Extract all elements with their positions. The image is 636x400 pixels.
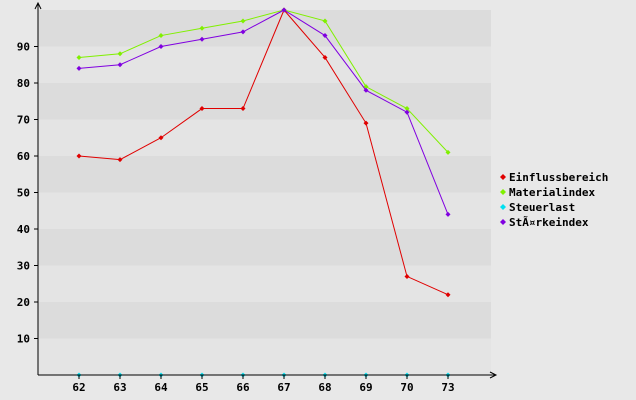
- legend-item: Steuerlast: [500, 201, 575, 214]
- legend: Einflussbereich Materialindex Steuerlast St…: [500, 171, 608, 229]
- x-tick-label: 73: [441, 381, 454, 394]
- y-axis-ticks: 10 20 30 40 50 60 70 80 90: [17, 41, 38, 346]
- plot-background-bands: [38, 10, 491, 375]
- y-tick-label: 80: [17, 77, 30, 90]
- x-tick-label: 70: [400, 381, 413, 394]
- x-tick-label: 67: [277, 381, 290, 394]
- series-line: [78, 9, 449, 215]
- x-tick-label: 69: [359, 381, 372, 394]
- y-tick-label: 60: [17, 150, 30, 163]
- x-axis-ticks: 62 63 64 65 66 67 68 69 70 73: [72, 375, 455, 394]
- data-point: [76, 54, 82, 60]
- data-point: [445, 149, 451, 155]
- data-point: [76, 65, 82, 71]
- data-point: [363, 87, 369, 93]
- legend-marker: [500, 174, 506, 180]
- grid-band: [38, 338, 491, 375]
- grid-band: [38, 156, 491, 193]
- legend-label: StÃ¤rkeindex: [509, 216, 589, 229]
- y-tick-label: 70: [17, 114, 30, 127]
- data-point: [117, 51, 123, 57]
- data-point: [404, 109, 410, 115]
- legend-marker: [500, 204, 506, 210]
- legend-label: Materialindex: [509, 186, 595, 199]
- y-tick-label: 10: [17, 333, 30, 346]
- x-tick-label: 64: [154, 381, 168, 394]
- data-point: [158, 44, 164, 49]
- grid-band: [38, 229, 491, 266]
- grid-band: [38, 192, 491, 229]
- data-point: [76, 153, 82, 159]
- grid-band: [38, 10, 491, 47]
- x-tick-label: 68: [318, 381, 331, 394]
- x-tick-label: 63: [113, 381, 126, 394]
- data-point: [445, 292, 451, 298]
- y-tick-label: 30: [17, 260, 30, 273]
- legend-label: Steuerlast: [509, 201, 575, 214]
- legend-item: Einflussbereich: [500, 171, 608, 184]
- data-point: [199, 25, 205, 31]
- data-point: [240, 18, 246, 24]
- data-point: [158, 135, 164, 141]
- legend-item: StÃ¤rkeindex: [500, 216, 589, 229]
- grid-band: [38, 83, 491, 120]
- legend-label: Einflussbereich: [509, 171, 608, 184]
- grid-band: [38, 119, 491, 156]
- series-line: [78, 9, 449, 296]
- y-tick-label: 50: [17, 187, 30, 200]
- x-tick-label: 65: [195, 381, 208, 394]
- data-point: [322, 18, 328, 24]
- data-point: [117, 62, 123, 68]
- series-einflussbereich: [76, 7, 451, 298]
- axes: [34, 1, 498, 379]
- data-point: [117, 157, 123, 163]
- y-tick-label: 40: [17, 223, 30, 236]
- x-tick-label: 66: [236, 381, 250, 394]
- grid-band: [38, 302, 491, 339]
- data-point: [281, 7, 287, 13]
- data-point: [240, 29, 246, 35]
- legend-marker: [500, 189, 506, 195]
- x-tick-label: 62: [72, 381, 85, 394]
- grid-band: [38, 46, 491, 83]
- data-point: [322, 54, 328, 60]
- data-point: [363, 120, 369, 126]
- data-point: [445, 211, 451, 217]
- series-line: [78, 9, 449, 153]
- data-point: [158, 33, 164, 39]
- legend-marker: [500, 219, 506, 225]
- data-point: [240, 106, 246, 112]
- data-point: [404, 106, 410, 112]
- series-st-rkeindex: [76, 7, 451, 217]
- data-point: [199, 36, 205, 42]
- series-materialindex: [76, 7, 451, 155]
- y-axis-arrow: [34, 1, 42, 10]
- grid-band: [38, 265, 491, 302]
- data-point: [404, 273, 410, 279]
- legend-item: Materialindex: [500, 186, 595, 199]
- data-point: [199, 106, 205, 112]
- y-tick-label: 90: [17, 41, 30, 54]
- x-axis-arrow: [489, 371, 498, 379]
- data-point: [322, 33, 328, 39]
- y-tick-label: 20: [17, 296, 30, 309]
